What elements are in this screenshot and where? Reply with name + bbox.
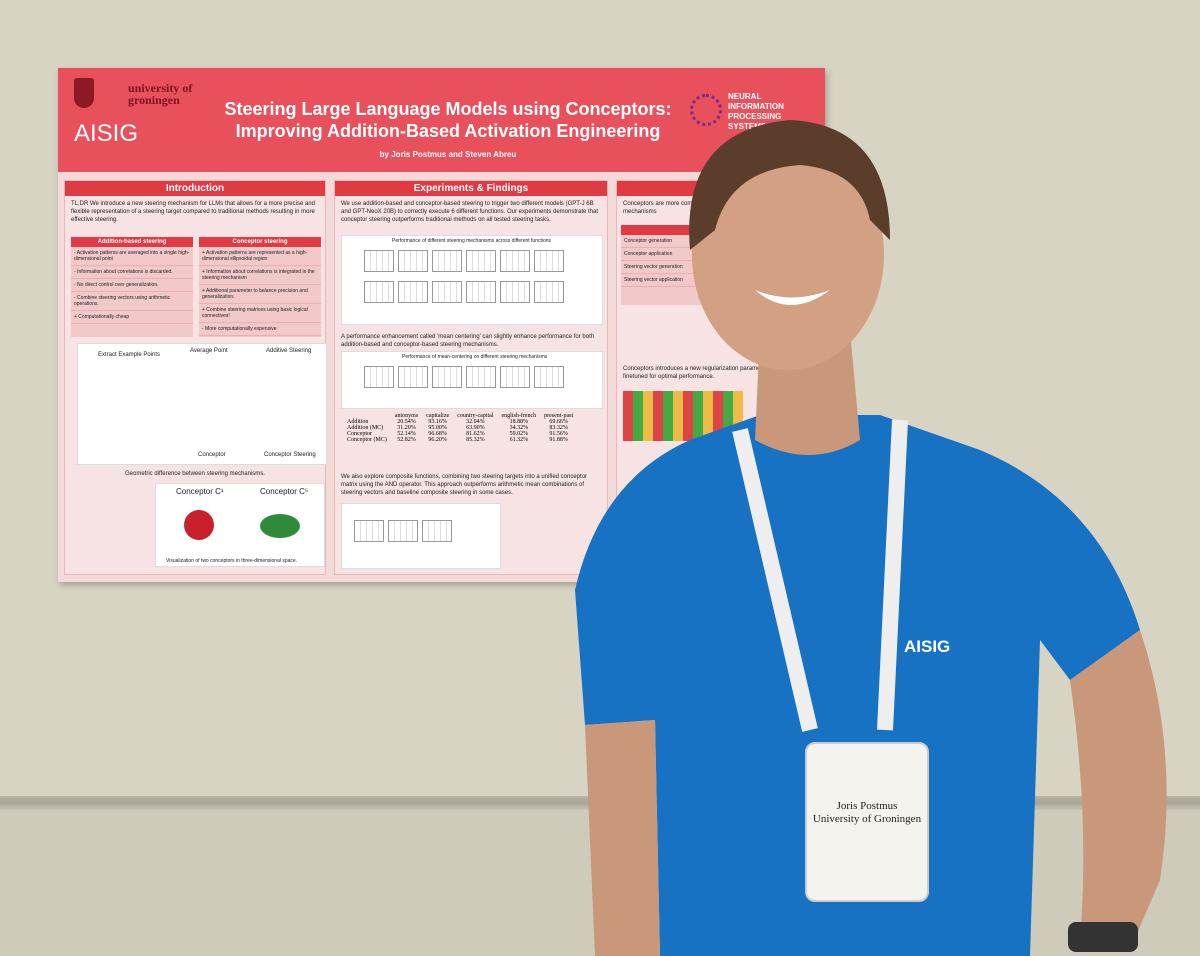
table-row: Conceptor 52.14% 96.68% 81.62% 59.02% 91.56% (347, 431, 568, 437)
experiments-text: We use addition-based and conceptor-base… (341, 201, 599, 223)
conceptor-heading: Conceptor steering (199, 237, 321, 247)
poster-title: Steering Large Language Models using Con… (224, 99, 672, 141)
tldr-text: TL;DR We introduce a new steering mechan… (71, 201, 315, 223)
table-row: Addition (MC) 31.20% 95.00% 63.90% 34.32% 83.… (347, 425, 568, 431)
fig-caption: Visualization of two conceptors in three… (166, 558, 298, 564)
red-ellipsoid (184, 510, 214, 540)
cost-table-heading (621, 225, 741, 235)
geometry-figure: Extract Example Points Average Point Add… (77, 343, 327, 465)
list-item: - More computationally expensive (199, 323, 321, 336)
list-item: + Information about correlations is inte… (199, 266, 321, 285)
fig-label: Conceptor C⁵ (260, 487, 309, 496)
list-item: + Additional parameter to balance precis… (199, 285, 321, 304)
list-item: + Activation patterns are represented as… (199, 247, 321, 266)
badge-name: Joris Postmus (836, 800, 898, 812)
composite-plot (341, 503, 501, 569)
addition-box: Addition-based steering - Activation pat… (71, 237, 193, 337)
university-crest-icon (74, 78, 94, 108)
green-ellipsoid (260, 514, 300, 538)
experiments-heading: Experiments & Findings (335, 181, 607, 196)
neurips-label: NEURAL INFORMATION PROCESSING SYSTEMS (728, 92, 784, 131)
fig-label: Extract Example Points (98, 352, 161, 358)
results-table: antonyms capitalize country-capital english… (343, 413, 577, 443)
fig-label: Conceptor C¹ (176, 487, 224, 496)
conceptor-box: Conceptor steering + Activation patterns… (199, 237, 321, 337)
table-row: Steering vector generation (621, 261, 741, 274)
list-item: - No direct control over generalization. (71, 279, 193, 292)
table-row: Steering vector application (621, 274, 741, 287)
introduction-section: Introduction TL;DR We introduce a new st… (64, 180, 327, 575)
fig-label: Conceptor (198, 452, 226, 458)
list-item: - Activation patterns are averaged into … (71, 247, 193, 266)
name-badge: Joris Postmus University of Groningen (805, 742, 929, 902)
table-row: Conceptor generation (621, 235, 741, 248)
blue-tshirt (575, 415, 1140, 956)
subplot-grid (362, 364, 566, 395)
poster-authors: by Joris Postmus and Steven Abreu (379, 150, 517, 159)
table-row: Conceptor application (621, 248, 741, 261)
fig-caption: Geometric difference between steering me… (125, 471, 265, 477)
fig-label: Average Point (190, 348, 228, 354)
hair (689, 120, 890, 250)
left-arm (585, 720, 660, 956)
list-item: + Computationally cheap (71, 311, 193, 324)
wristwatch (1068, 922, 1138, 952)
regularization-text: Conceptors introduces a new regularizati… (623, 366, 811, 380)
fig-label: Additive Steering (266, 348, 312, 354)
aisig-logo: AISIG (74, 120, 139, 147)
university-name: university of groningen (128, 81, 193, 107)
fig-label: Conceptor Steering (264, 452, 316, 458)
shirt-logo: AISIG (904, 637, 951, 656)
composite-text: We also explore composite functions, com… (341, 474, 588, 496)
plot-title: Performance of different steering mechan… (392, 238, 552, 244)
poster-header: university of groningen AISIG Steering L… (58, 68, 825, 172)
addition-heading: Addition-based steering (71, 237, 193, 247)
plot-title: Performance of mean-centering on differe… (402, 354, 548, 360)
mean-centering-plot: Performance of mean-centering on differe… (341, 351, 603, 409)
experiments-section: Experiments & Findings We use addition-b… (334, 180, 608, 575)
subplot-grid (362, 248, 566, 310)
neurips-logo-icon (690, 94, 722, 126)
intro-heading: Introduction (65, 181, 325, 196)
conceptor-3d-figure: Conceptor C¹ Conceptor C⁵ Visualization … (155, 483, 325, 567)
face (692, 140, 884, 370)
steering-plot: Performance of different steering mechan… (341, 235, 603, 325)
list-item: + Combine steering matrices using basic … (199, 304, 321, 323)
mean-centering-text: A performance enhancement called 'mean c… (341, 334, 595, 348)
smile (755, 290, 830, 305)
table-row: Conceptor (MC) 52.82% 96.20% 85.32% 61.32% 91… (347, 437, 568, 443)
table-row: Addition 20.54% 93.16% 32.04% 18.88% 69.66% (347, 419, 568, 425)
lanyard (732, 419, 908, 732)
badge-affiliation: University of Groningen (812, 813, 922, 825)
list-item: - Combine steering vectors using arithme… (71, 292, 193, 311)
list-item: - Information about correlations is disc… (71, 266, 193, 279)
right-arm (1070, 630, 1167, 950)
